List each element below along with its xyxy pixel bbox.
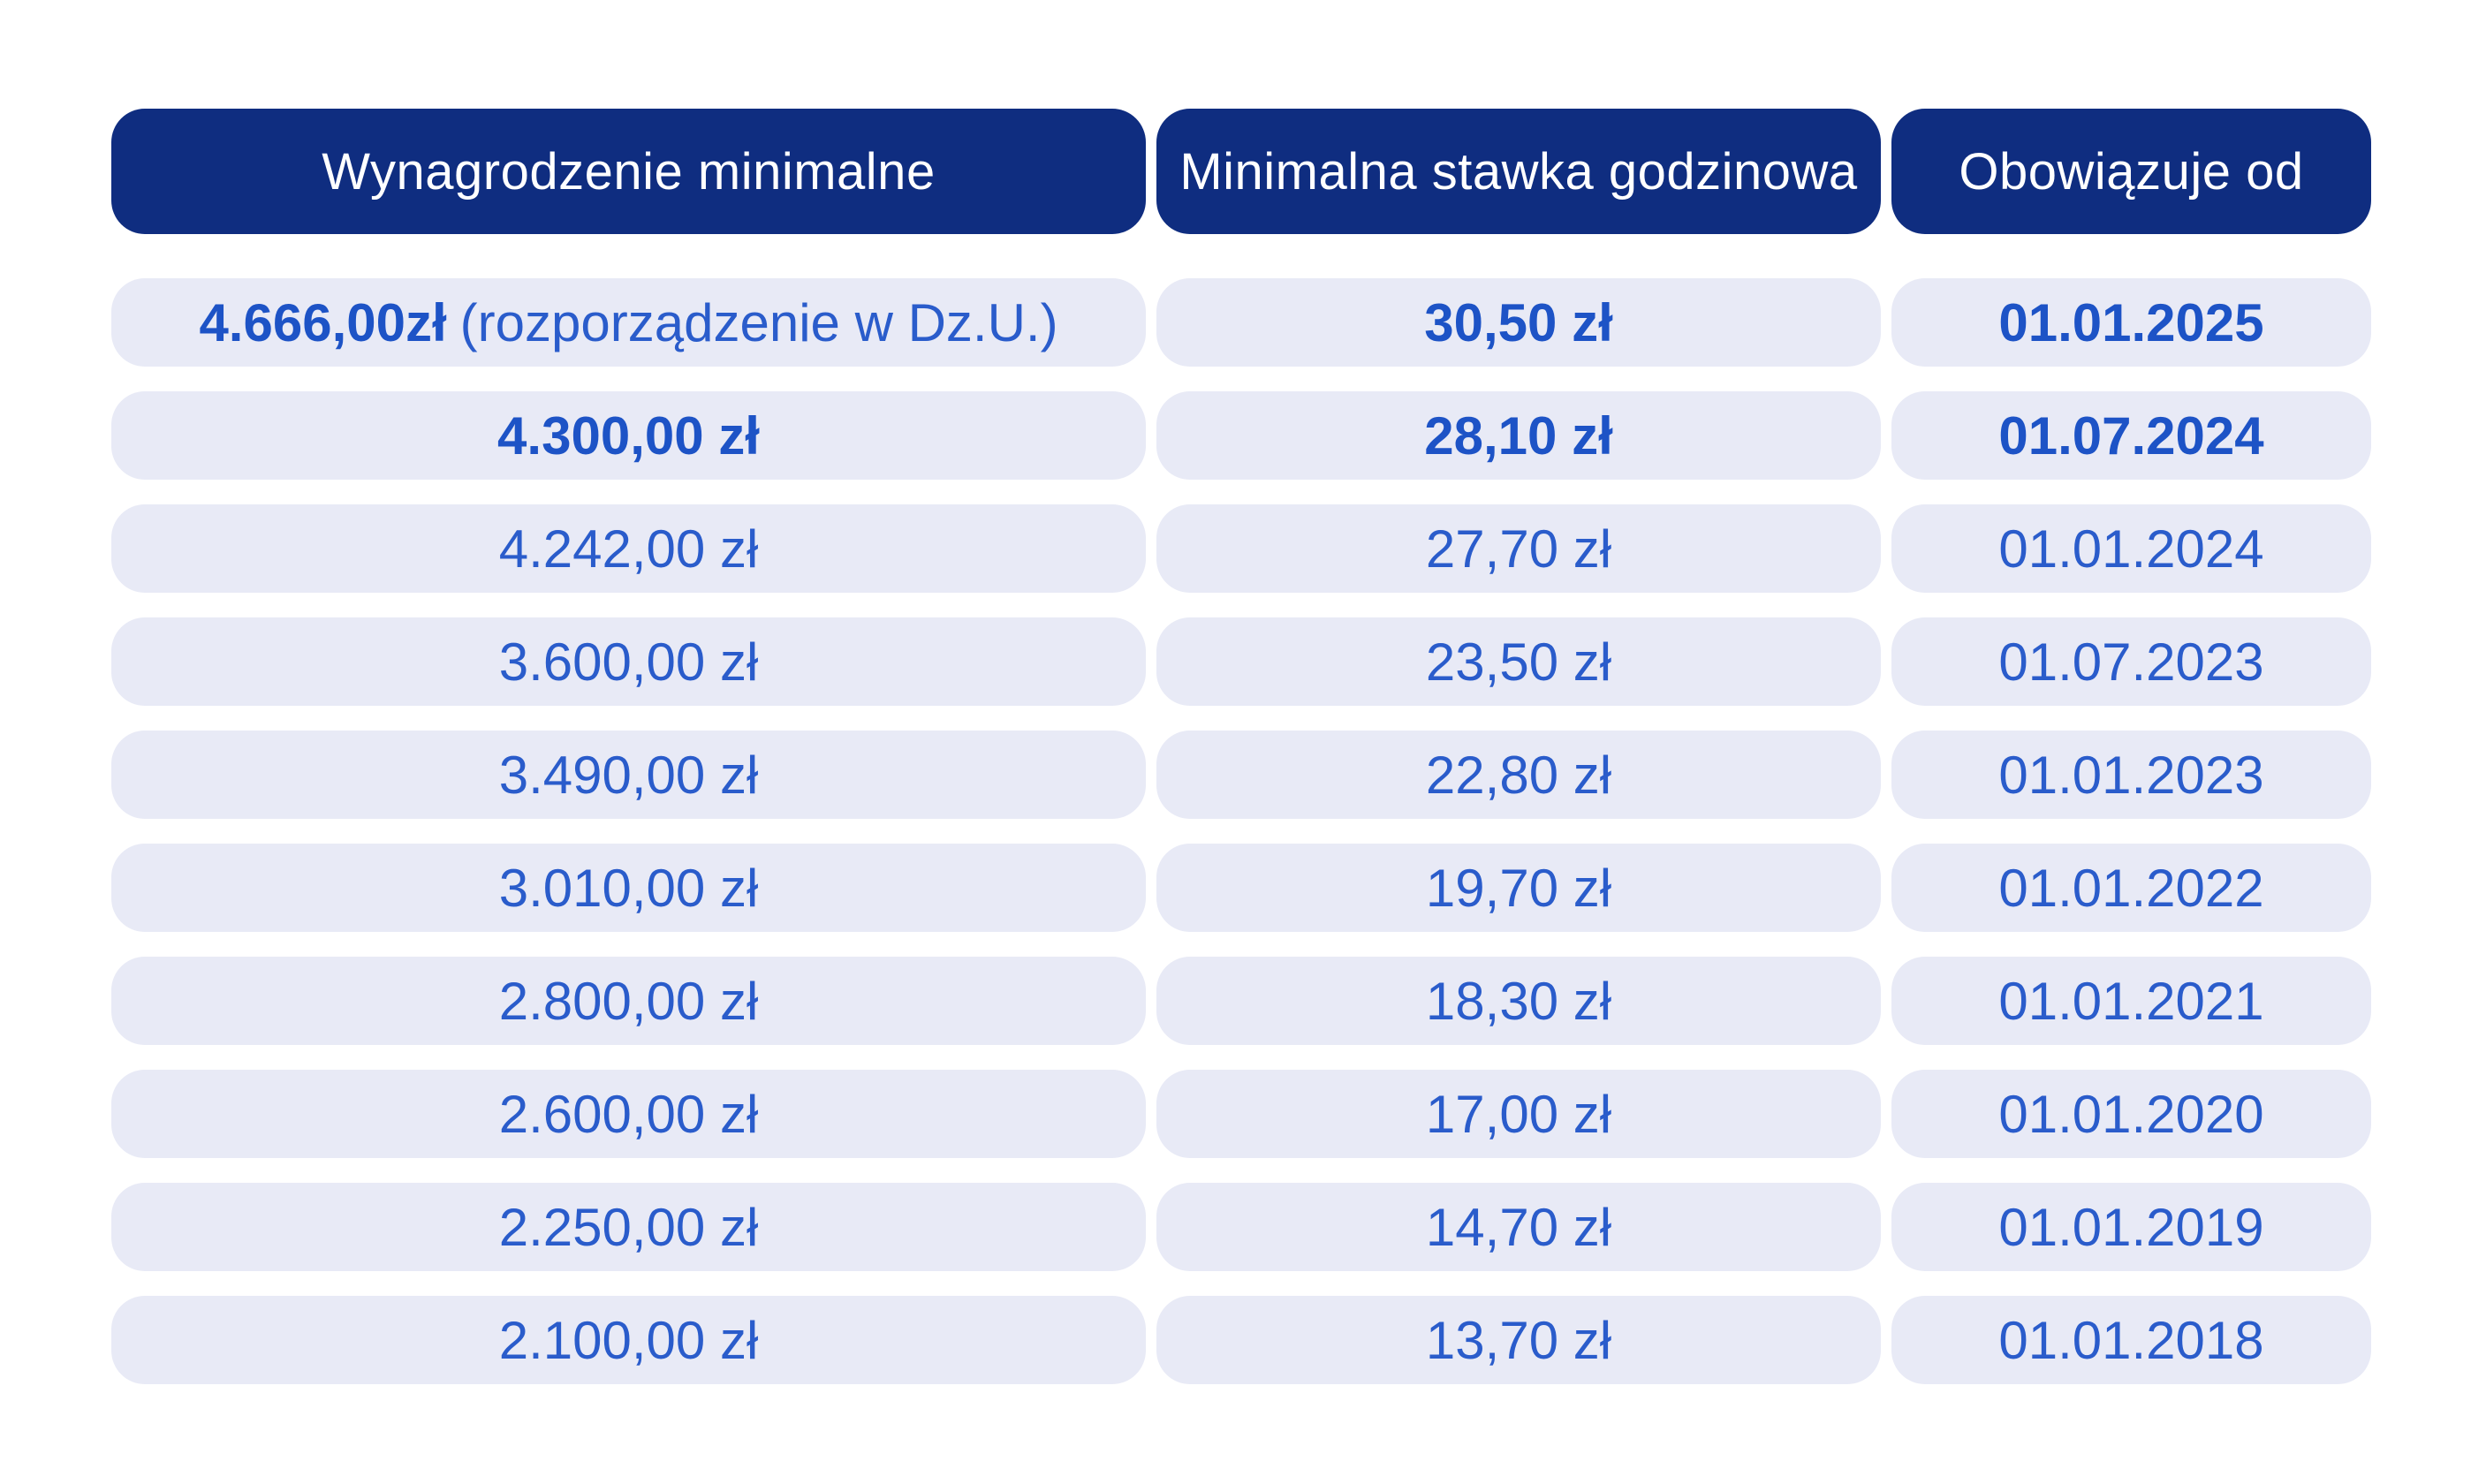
hourly-rate-value: 13,70 zł <box>1425 1310 1612 1370</box>
wage-cell: 2.250,00 zł <box>111 1183 1146 1271</box>
hourly-rate-value: 30,50 zł <box>1424 292 1613 352</box>
effective-from-cell: 01.01.2019 <box>1891 1183 2371 1271</box>
wage-cell: 4.300,00 zł <box>111 391 1146 480</box>
wage-value: 2.100,00 zł <box>498 1310 759 1370</box>
wage-value: 2.800,00 zł <box>498 971 759 1031</box>
wage-cell: 4.242,00 zł <box>111 504 1146 593</box>
wage-note: (rozporządzenie w Dz.U.) <box>459 292 1058 352</box>
effective-from-cell: 01.01.2020 <box>1891 1070 2371 1158</box>
wage-value: 2.600,00 zł <box>498 1084 759 1144</box>
table-header-row: Wynagrodzenie minimalne Minimalna stawka… <box>111 109 2371 234</box>
wage-value: 4.300,00 zł <box>497 405 760 466</box>
hourly-rate-cell: 13,70 zł <box>1156 1296 1881 1384</box>
effective-from-cell: 01.01.2021 <box>1891 957 2371 1045</box>
wage-value: 4.666,00zł <box>199 292 447 352</box>
effective-from-value: 01.01.2023 <box>1998 745 2264 805</box>
wage-value: 4.242,00 zł <box>498 519 759 579</box>
hourly-rate-value: 22,80 zł <box>1425 745 1612 805</box>
hourly-rate-value: 14,70 zł <box>1425 1197 1612 1257</box>
wage-cell: 3.490,00 zł <box>111 731 1146 819</box>
effective-from-value: 01.01.2022 <box>1998 858 2264 918</box>
effective-from-cell: 01.01.2025 <box>1891 278 2371 367</box>
table-body: 4.666,00zł (rozporządzenie w Dz.U.) 30,50 … <box>111 278 2371 1384</box>
wage-cell: 3.010,00 zł <box>111 844 1146 932</box>
effective-from-cell: 01.01.2018 <box>1891 1296 2371 1384</box>
wage-cell: 4.666,00zł (rozporządzenie w Dz.U.) <box>111 278 1146 367</box>
effective-from-value: 01.01.2021 <box>1998 971 2264 1031</box>
effective-from-cell: 01.01.2023 <box>1891 731 2371 819</box>
effective-from-value: 01.07.2024 <box>1998 405 2264 466</box>
wage-cell: 2.100,00 zł <box>111 1296 1146 1384</box>
effective-from-value: 01.01.2019 <box>1998 1197 2264 1257</box>
effective-from-value: 01.01.2024 <box>1998 519 2264 579</box>
column-header-hourly-rate: Minimalna stawka godzinowa <box>1156 109 1881 234</box>
effective-from-cell: 01.01.2024 <box>1891 504 2371 593</box>
column-header-effective-from: Obowiązuje od <box>1891 109 2371 234</box>
wage-value: 3.010,00 zł <box>498 858 759 918</box>
hourly-rate-cell: 19,70 zł <box>1156 844 1881 932</box>
hourly-rate-cell: 17,00 zł <box>1156 1070 1881 1158</box>
wage-cell: 2.800,00 zł <box>111 957 1146 1045</box>
hourly-rate-value: 17,00 zł <box>1425 1084 1612 1144</box>
hourly-rate-value: 23,50 zł <box>1425 632 1612 692</box>
effective-from-value: 01.01.2025 <box>1998 292 2264 352</box>
hourly-rate-cell: 18,30 zł <box>1156 957 1881 1045</box>
wage-cell: 2.600,00 zł <box>111 1070 1146 1158</box>
effective-from-value: 01.01.2020 <box>1998 1084 2264 1144</box>
hourly-rate-cell: 14,70 zł <box>1156 1183 1881 1271</box>
minimum-wage-table: Wynagrodzenie minimalne Minimalna stawka… <box>111 109 2371 1384</box>
hourly-rate-cell: 27,70 zł <box>1156 504 1881 593</box>
column-header-minimum-wage: Wynagrodzenie minimalne <box>111 109 1146 234</box>
effective-from-cell: 01.07.2023 <box>1891 617 2371 706</box>
hourly-rate-value: 28,10 zł <box>1424 405 1613 466</box>
effective-from-cell: 01.01.2022 <box>1891 844 2371 932</box>
effective-from-value: 01.07.2023 <box>1998 632 2264 692</box>
wage-value: 3.600,00 zł <box>498 632 759 692</box>
wage-value: 2.250,00 zł <box>498 1197 759 1257</box>
hourly-rate-value: 19,70 zł <box>1425 858 1612 918</box>
hourly-rate-cell: 28,10 zł <box>1156 391 1881 480</box>
hourly-rate-value: 27,70 zł <box>1425 519 1612 579</box>
effective-from-value: 01.01.2018 <box>1998 1310 2264 1370</box>
wage-value: 3.490,00 zł <box>498 745 759 805</box>
hourly-rate-cell: 30,50 zł <box>1156 278 1881 367</box>
hourly-rate-cell: 22,80 zł <box>1156 731 1881 819</box>
wage-cell: 3.600,00 zł <box>111 617 1146 706</box>
hourly-rate-cell: 23,50 zł <box>1156 617 1881 706</box>
effective-from-cell: 01.07.2024 <box>1891 391 2371 480</box>
hourly-rate-value: 18,30 zł <box>1425 971 1612 1031</box>
